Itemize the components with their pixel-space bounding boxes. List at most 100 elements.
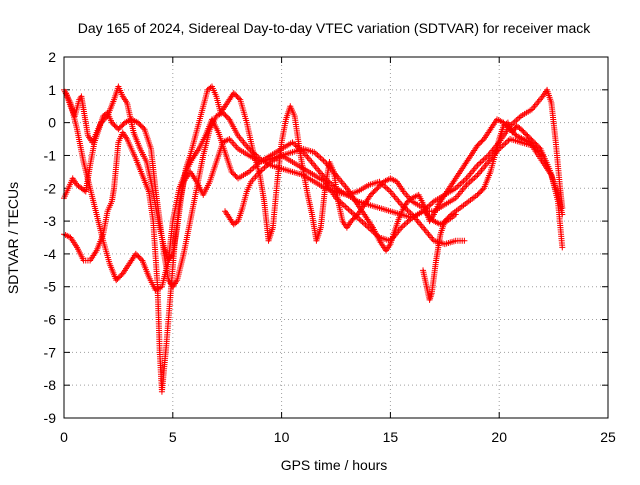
data-point-marker (113, 277, 120, 284)
data-point-marker (407, 196, 414, 203)
data-point-marker (230, 90, 237, 97)
plot-area-border (63, 56, 609, 419)
data-point-marker (371, 187, 378, 194)
data-point-marker (225, 115, 232, 122)
data-point-marker (101, 115, 108, 122)
data-point-marker (533, 141, 540, 148)
data-point-marker (138, 123, 145, 130)
data-point-marker (444, 215, 451, 222)
data-point-marker (528, 136, 535, 143)
y-tick-label: -1 (44, 147, 57, 163)
data-point-marker (374, 185, 381, 192)
data-point-marker (350, 215, 357, 222)
y-tick-label: -7 (44, 344, 57, 360)
data-point-marker (529, 138, 536, 145)
data-point-marker (110, 120, 117, 127)
x-tick-label: 15 (383, 429, 399, 445)
data-point-marker (375, 183, 382, 190)
data-point-marker (137, 122, 144, 129)
data-point-marker (477, 189, 484, 196)
data-point-marker (525, 134, 532, 141)
data-point-marker (349, 216, 356, 223)
data-point-marker (475, 190, 482, 197)
data-point-marker (228, 168, 235, 175)
data-point-marker (524, 132, 531, 139)
y-axis-label: SDTVAR / TECUs (5, 182, 21, 294)
y-tick-label: 1 (48, 82, 56, 98)
data-point-marker (474, 191, 481, 198)
data-point-marker (477, 139, 484, 146)
x-tick-label: 0 (60, 429, 68, 445)
data-point-marker (117, 273, 124, 280)
series-sat-d (63, 83, 459, 264)
data-point-marker (373, 186, 380, 193)
data-point-marker (461, 237, 468, 244)
data-point-marker (367, 191, 374, 198)
data-point-marker (233, 92, 240, 99)
data-point-marker (536, 144, 543, 151)
y-tick-label: -6 (44, 312, 57, 328)
y-tick-label: -2 (44, 180, 57, 196)
data-point-marker (474, 142, 481, 149)
data-point-marker (229, 170, 236, 177)
data-point-marker (475, 141, 482, 148)
x-tick-label: 25 (600, 429, 616, 445)
data-point-marker (222, 112, 229, 119)
data-point-marker (119, 122, 126, 129)
data-point-marker (559, 244, 566, 251)
data-point-marker (234, 94, 241, 101)
data-point-marker (140, 124, 147, 131)
y-tick-label: 2 (48, 49, 56, 65)
data-point-marker (114, 275, 121, 282)
data-markers (61, 83, 566, 395)
data-point-marker (132, 250, 139, 257)
data-point-marker (112, 123, 119, 130)
data-point-marker (111, 122, 118, 129)
x-tick-label: 5 (169, 429, 177, 445)
data-point-marker (478, 187, 485, 194)
data-point-marker (369, 190, 376, 197)
data-point-marker (138, 256, 145, 263)
y-tick-label: -5 (44, 279, 57, 295)
data-point-marker (527, 135, 534, 142)
data-point-marker (232, 172, 239, 179)
x-axis-label: GPS time / hours (281, 457, 388, 473)
data-point-marker (223, 113, 230, 120)
data-point-marker (135, 253, 142, 260)
y-tick-label: -9 (44, 410, 57, 426)
data-point-marker (517, 126, 524, 133)
data-point-marker (97, 119, 104, 126)
data-point-marker (447, 212, 454, 219)
data-point-marker (479, 186, 486, 193)
data-point-marker (559, 211, 566, 218)
x-tick-label: 10 (274, 429, 290, 445)
data-point-marker (235, 95, 242, 102)
data-point-marker (532, 140, 539, 147)
data-point-marker (136, 120, 143, 127)
data-point-marker (136, 254, 143, 261)
data-point-marker (370, 189, 377, 196)
data-point-marker (134, 252, 141, 259)
data-point-marker (520, 128, 527, 135)
data-point-marker (521, 130, 528, 137)
y-tick-label: -8 (44, 377, 57, 393)
data-point-marker (534, 143, 541, 150)
data-point-marker (134, 119, 141, 126)
data-point-marker (352, 214, 359, 221)
data-point-marker (445, 214, 452, 221)
data-point-marker (376, 182, 383, 189)
data-point-marker (531, 139, 538, 146)
data-point-marker (232, 91, 239, 98)
series-sat-f (420, 119, 566, 303)
data-point-marker (115, 126, 122, 133)
y-tick-label: -3 (44, 213, 57, 229)
data-point-marker (523, 131, 530, 138)
y-tick-label: -4 (44, 246, 57, 262)
data-point-marker (103, 114, 110, 121)
data-point-marker (99, 118, 106, 125)
y-tick-label: 0 (48, 115, 56, 131)
